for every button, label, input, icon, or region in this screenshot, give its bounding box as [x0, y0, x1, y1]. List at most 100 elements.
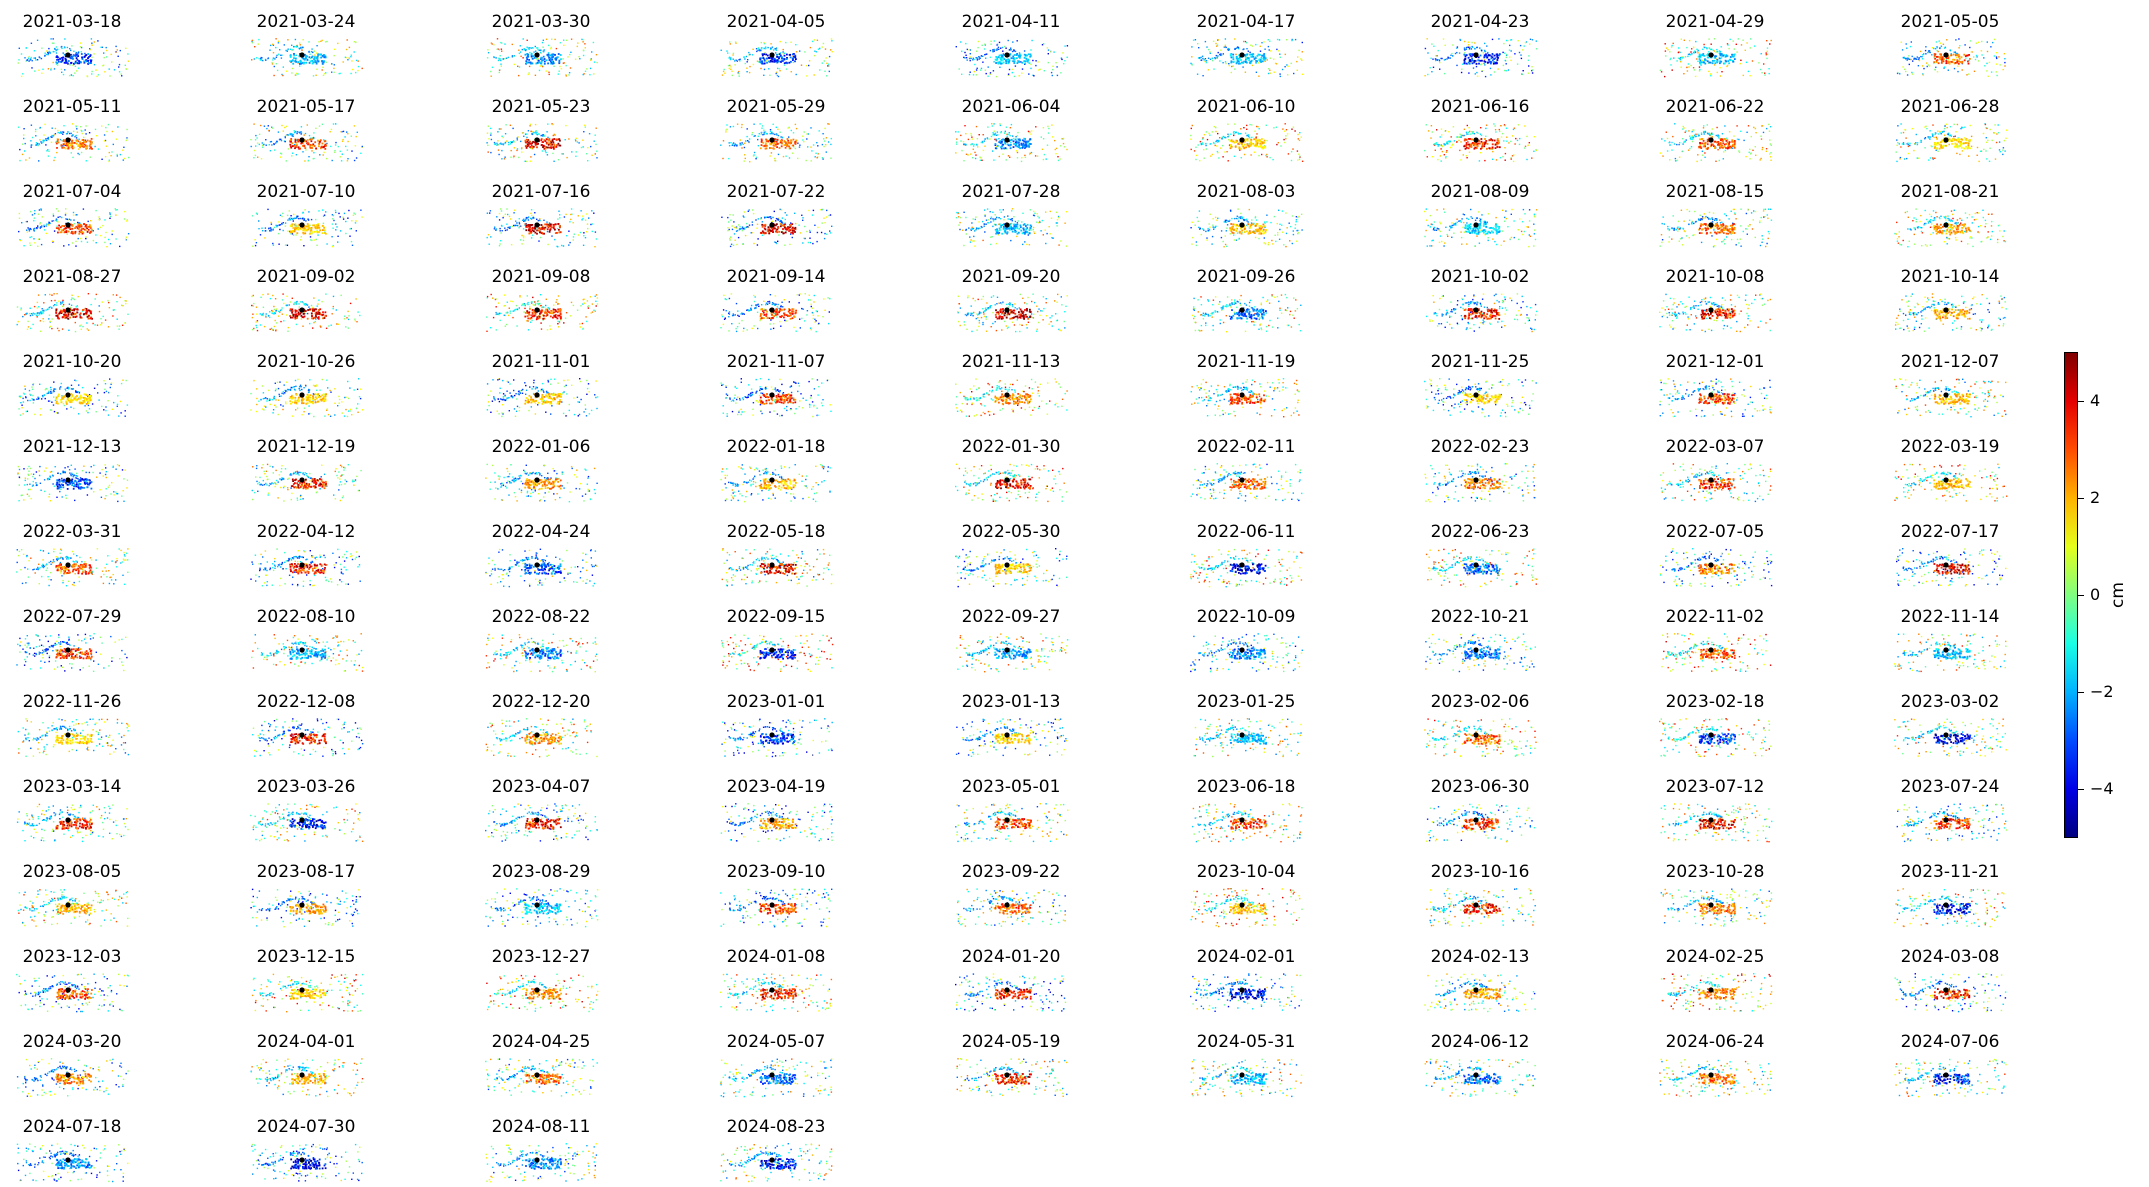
scatter-point [117, 55, 119, 57]
scatter-point [771, 46, 774, 48]
scatter-point [1909, 142, 1911, 145]
scatter-point [741, 147, 743, 149]
scatter-point [1726, 147, 1729, 150]
scatter-point [1254, 130, 1256, 132]
scatter-point [799, 144, 801, 146]
scatter-point [1202, 137, 1204, 139]
scatter-point [1720, 46, 1722, 48]
scatter-point [347, 133, 349, 135]
scatter-point [83, 60, 86, 63]
scatter-point [75, 137, 78, 139]
scatter-point [769, 74, 771, 76]
scatter-point [1027, 59, 1030, 61]
scatter-point [1505, 39, 1508, 42]
scatter-point [761, 54, 764, 57]
scatter-point [282, 229, 284, 232]
scatter-point [545, 142, 548, 145]
scatter-point [1021, 61, 1024, 64]
scatter-point [26, 59, 28, 61]
scatter-point [1463, 60, 1466, 63]
scatter-point [1963, 53, 1966, 56]
scatter-point [1007, 39, 1009, 42]
scatter-point [790, 129, 792, 132]
reference-point-marker [1239, 137, 1245, 143]
scatter-point [2003, 53, 2006, 55]
scatter-point [322, 154, 324, 156]
scatter-point [1914, 143, 1916, 145]
scatter-point [753, 123, 755, 125]
scatter-point [321, 142, 324, 145]
scatter-point [256, 137, 258, 139]
scatter-point [1706, 147, 1709, 150]
scatter-point [1014, 144, 1017, 147]
scatter-point [1518, 51, 1521, 54]
scatter-point [1232, 131, 1235, 133]
scatter-point [1230, 61, 1233, 64]
scatter-point [353, 41, 356, 43]
scatter-point [1483, 56, 1486, 59]
scatter-point [1945, 59, 1948, 61]
scatter-point [1484, 75, 1487, 78]
scatter-point [1237, 132, 1239, 134]
scatter-point [765, 138, 767, 141]
scatter-point [91, 44, 93, 46]
scatter-point [1458, 52, 1461, 54]
scatter-point [108, 160, 110, 163]
scatter-point [548, 73, 550, 76]
scatter-point [39, 56, 41, 59]
scatter-point [720, 144, 722, 146]
scatter-point [1674, 157, 1677, 160]
scatter-point [321, 39, 323, 42]
scatter-point [1240, 128, 1242, 130]
scatter-point [64, 144, 66, 146]
scatter-point [498, 153, 500, 156]
scatter-point [1768, 130, 1771, 132]
scatter-point [275, 56, 278, 58]
scatter-point [310, 218, 313, 221]
scatter-point [487, 125, 489, 127]
scatter-point [1504, 159, 1506, 161]
scatter-point [505, 57, 508, 59]
scatter-point [44, 139, 46, 141]
scatter-point [1498, 38, 1500, 40]
scatter-point [300, 142, 303, 145]
scatter-point [1258, 62, 1260, 64]
scatter-point [520, 140, 522, 143]
scatter-point [1250, 60, 1252, 63]
scatter-point [1260, 140, 1263, 143]
scatter-point [1738, 138, 1740, 141]
scatter-point [1240, 132, 1242, 135]
scatter-point [1506, 140, 1508, 142]
scatter-point [268, 129, 270, 132]
scatter-point [990, 135, 993, 138]
scatter-point [52, 220, 55, 222]
scatter-point [1227, 123, 1229, 125]
scatter-point [69, 56, 71, 59]
scatter-point [792, 56, 795, 59]
scatter-point [1208, 132, 1210, 135]
scatter-point [69, 64, 71, 66]
scatter-point [774, 48, 776, 50]
scatter-point [48, 47, 50, 50]
scatter-point [1210, 155, 1212, 157]
scatter-point [258, 38, 260, 41]
scatter-point [1766, 53, 1769, 55]
scatter-point [116, 153, 118, 156]
scatter-point [509, 124, 512, 126]
scatter-point [1508, 142, 1510, 144]
scatter-point [1906, 157, 1908, 160]
scatter-point [1233, 134, 1235, 137]
scatter-point [61, 47, 63, 50]
scatter-point [80, 53, 83, 55]
scatter-point [1961, 127, 1964, 129]
scatter-point [530, 55, 533, 58]
scatter-point [1983, 148, 1985, 151]
scatter-point [970, 153, 972, 155]
scatter-point [554, 54, 556, 56]
scatter-point [1481, 143, 1484, 146]
scatter-point [75, 245, 77, 247]
scatter-point [1711, 62, 1714, 65]
scatter-point [1222, 62, 1224, 64]
scatter-point [790, 139, 792, 142]
scatter-point [543, 139, 546, 142]
